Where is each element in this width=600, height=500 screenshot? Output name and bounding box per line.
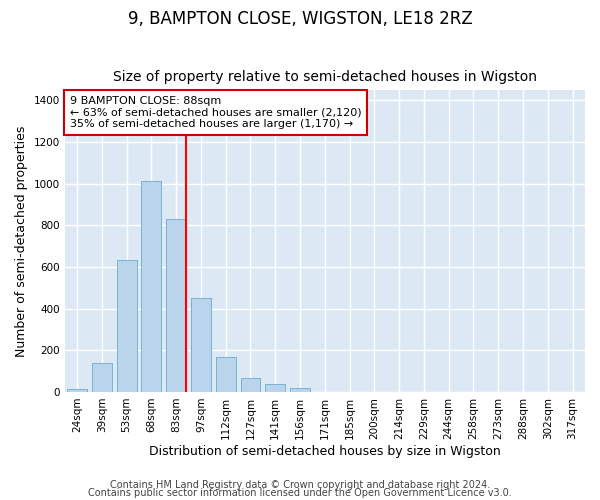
Bar (241, 378, 260, 392)
Text: Contains public sector information licensed under the Open Government Licence v3: Contains public sector information licen… (88, 488, 512, 498)
Bar (67, 390, 87, 392)
X-axis label: Distribution of semi-detached houses by size in Wigston: Distribution of semi-detached houses by … (149, 444, 501, 458)
Bar (166, 219, 186, 392)
Text: Contains HM Land Registry data © Crown copyright and database right 2024.: Contains HM Land Registry data © Crown c… (110, 480, 490, 490)
Bar (117, 260, 137, 392)
Text: 9, BAMPTON CLOSE, WIGSTON, LE18 2RZ: 9, BAMPTON CLOSE, WIGSTON, LE18 2RZ (128, 10, 472, 28)
Bar (142, 181, 161, 392)
Y-axis label: Number of semi-detached properties: Number of semi-detached properties (15, 125, 28, 356)
Bar (265, 384, 285, 392)
Bar (216, 356, 236, 392)
Bar (290, 388, 310, 392)
Title: Size of property relative to semi-detached houses in Wigston: Size of property relative to semi-detach… (113, 70, 537, 85)
Bar (92, 363, 112, 392)
Text: 9 BAMPTON CLOSE: 88sqm
← 63% of semi-detached houses are smaller (2,120)
35% of : 9 BAMPTON CLOSE: 88sqm ← 63% of semi-det… (70, 96, 361, 129)
Bar (191, 298, 211, 392)
